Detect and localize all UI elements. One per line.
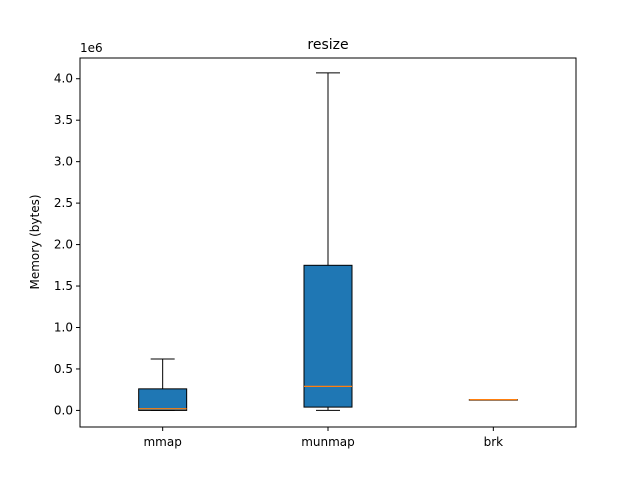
x-axis: mmap munmap brk <box>143 427 503 449</box>
box-munmap <box>303 72 353 411</box>
boxes-layer <box>138 72 518 411</box>
chart-title: resize <box>307 37 348 53</box>
x-tick-label: munmap <box>301 435 355 449</box>
y-tick-label: 3.5 <box>54 113 73 127</box>
y-axis: 0.0 0.5 1.0 1.5 2.0 2.5 3.0 3.5 4.0 <box>54 72 80 417</box>
box-brk <box>468 399 518 401</box>
y-tick-label: 4.0 <box>54 72 73 86</box>
iqr-box <box>303 264 353 408</box>
y-tick-label: 1.5 <box>54 279 73 293</box>
y-tick-label: 0.5 <box>54 362 73 376</box>
y-tick-label: 3.0 <box>54 155 73 169</box>
y-axis-label: Memory (bytes) <box>28 194 42 289</box>
y-tick-label: 0.0 <box>54 403 73 417</box>
x-tick-label: brk <box>484 435 504 449</box>
y-axis-offset-label: 1e6 <box>80 41 103 55</box>
iqr-box <box>138 388 188 411</box>
y-tick-label: 2.5 <box>54 196 73 210</box>
x-tick-label: mmap <box>143 435 181 449</box>
box-mmap <box>138 358 188 411</box>
y-tick-label: 2.0 <box>54 238 73 252</box>
y-tick-label: 1.0 <box>54 320 73 334</box>
